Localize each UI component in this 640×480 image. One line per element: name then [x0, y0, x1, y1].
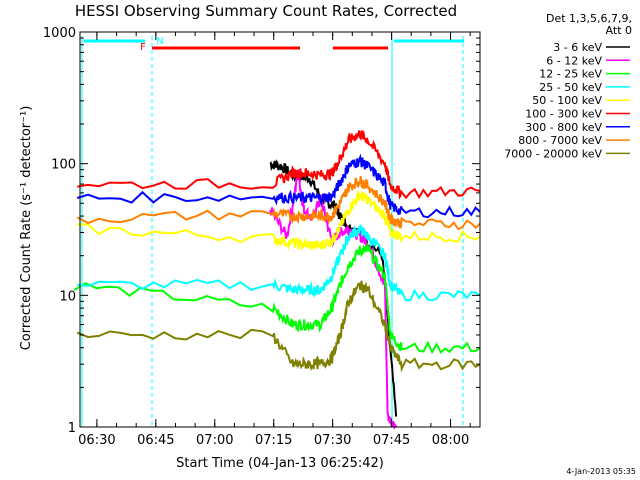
- legend-label: 7000 - 20000 keV: [504, 147, 602, 160]
- x-tick-label: 06:45: [137, 433, 174, 448]
- flag-bars: FN: [81, 36, 464, 427]
- night-flag-label: N: [156, 36, 163, 47]
- series-line-5: [77, 130, 481, 200]
- y-tick-label: 1000: [43, 26, 76, 41]
- series-line-4: [77, 189, 481, 251]
- legend-label: 100 - 300 keV: [525, 108, 602, 121]
- legend-header-line1: Det 1,3,5,6,7,9,: [546, 12, 632, 25]
- x-tick-label: 07:15: [255, 433, 292, 448]
- flare-flag-label: F: [140, 42, 146, 53]
- chart-title: HESSI Observing Summary Count Rates, Cor…: [75, 2, 457, 20]
- y-axis-label: Corrected Count Rate (s⁻¹ detector⁻¹): [19, 106, 34, 351]
- series-line-1: [269, 169, 398, 431]
- x-tick-label: 08:00: [432, 433, 469, 448]
- y-axis: 1 10 100 1000: [43, 26, 480, 436]
- series-layer: [73, 130, 481, 431]
- series-line-3: [77, 224, 481, 302]
- series-line-2: [73, 242, 481, 355]
- plot-frame: [79, 31, 481, 428]
- x-tick-label: 06:30: [78, 433, 115, 448]
- x-tick-label: 07:00: [196, 433, 233, 448]
- x-axis: 06:30 06:45 07:00 07:15 07:30 07:45 08:00: [78, 32, 471, 448]
- legend-label: 800 - 7000 keV: [518, 134, 602, 147]
- y-tick-label: 100: [51, 158, 76, 173]
- legend-label: 300 - 800 keV: [525, 121, 602, 134]
- legend-header-line2: Att 0: [606, 24, 632, 37]
- legend-label: 50 - 100 keV: [532, 94, 602, 107]
- footer-date: 4-Jan-2013 05:35: [566, 467, 636, 476]
- legend-label: 6 - 12 keV: [546, 54, 602, 67]
- x-tick-label: 07:30: [314, 433, 351, 448]
- legend-label: 12 - 25 keV: [539, 68, 602, 81]
- series-line-7: [76, 175, 481, 231]
- legend-label: 25 - 50 keV: [539, 81, 602, 94]
- y-tick-label: 10: [59, 289, 76, 304]
- legend-label: 3 - 6 keV: [553, 41, 602, 54]
- x-axis-label: Start Time (04-Jan-13 06:25:42): [176, 456, 384, 471]
- x-tick-label: 07:45: [373, 433, 410, 448]
- series-line-6: [76, 153, 481, 219]
- y-tick-label: 1: [68, 421, 76, 436]
- series-line-8: [76, 280, 481, 373]
